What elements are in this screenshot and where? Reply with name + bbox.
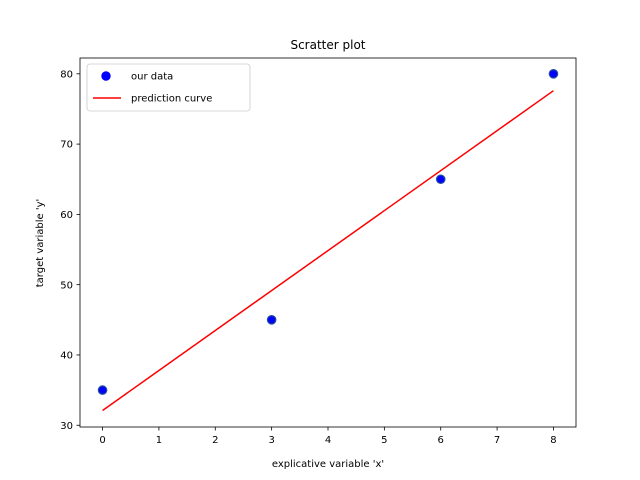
legend-label: prediction curve	[131, 94, 212, 105]
y-tick-label: 40	[60, 351, 73, 362]
x-tick-label: 6	[438, 435, 444, 446]
x-tick-label: 2	[212, 435, 218, 446]
legend-label: our data	[131, 72, 173, 83]
x-tick-label: 3	[268, 435, 274, 446]
data-point	[266, 315, 277, 325]
x-tick-label: 1	[156, 435, 162, 446]
data-point	[97, 385, 108, 395]
x-tick-label: 8	[550, 435, 556, 446]
y-tick-label: 30	[60, 421, 73, 432]
y-tick-label: 80	[60, 69, 73, 80]
data-point	[435, 174, 446, 185]
y-tick-label: 70	[60, 140, 73, 151]
x-tick-label: 4	[325, 435, 331, 446]
y-tick-label: 50	[60, 280, 73, 291]
y-axis-label: target variable 'y'	[35, 199, 46, 288]
legend-marker-our-data	[101, 71, 111, 81]
x-axis-label: explicative variable 'x'	[272, 459, 384, 470]
x-tick-label: 7	[494, 435, 500, 446]
plot-area: 0 1 2 3 4 5 6 7 8 30 40 50 60 70 80	[60, 57, 577, 446]
data-point	[548, 69, 559, 79]
x-tick-label: 5	[381, 435, 387, 446]
chart-title: Scratter plot	[290, 38, 365, 52]
legend-box	[86, 63, 251, 112]
x-tick-label: 0	[99, 435, 105, 446]
y-tick-label: 60	[60, 210, 73, 221]
prediction-curve-line	[102, 90, 554, 412]
legend: our data prediction curve	[86, 63, 251, 112]
